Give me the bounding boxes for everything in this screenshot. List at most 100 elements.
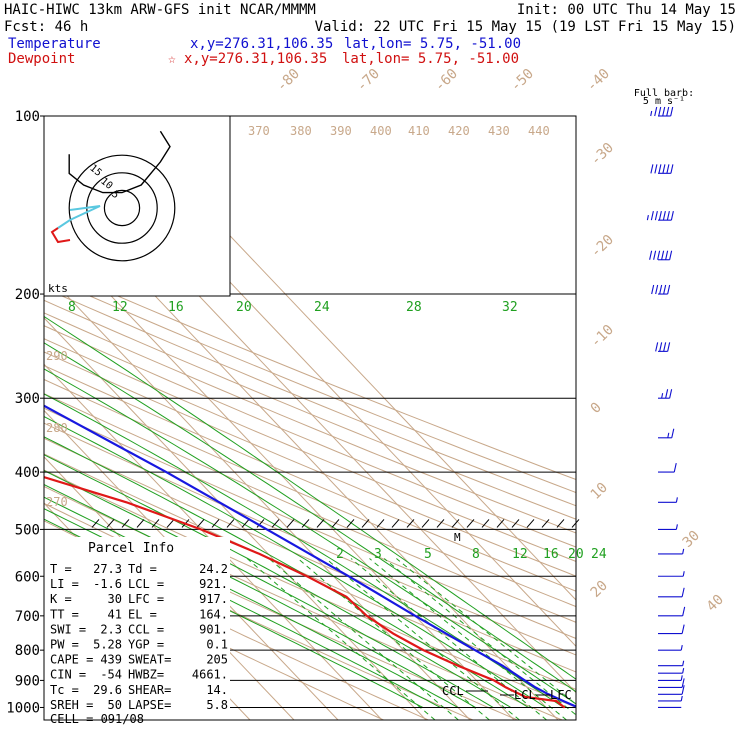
parcel-value: 14.	[206, 683, 228, 697]
parcel-value: 205	[206, 653, 228, 667]
pressure-tick-label: 900	[15, 673, 40, 689]
parcel-value: 439	[100, 653, 122, 667]
isotherm-label: -10	[588, 322, 617, 351]
dry-adiabat-line	[44, 287, 576, 507]
dry-adiabat-line	[44, 437, 576, 673]
wind-barb-half	[646, 215, 649, 221]
temperature-xy: x,y=276.31,106.35	[190, 36, 333, 52]
dewpoint-point	[493, 679, 495, 682]
dewpoint-xy: x,y=276.31,106.35	[184, 51, 327, 67]
pressure-tick-label: 300	[15, 391, 40, 407]
mixing-ratio-label: 3	[374, 547, 382, 562]
isotherm-label: 30	[680, 528, 703, 551]
hodograph-ring	[68, 154, 176, 262]
wind-barb-flag	[667, 284, 671, 295]
freezing-hatch	[541, 519, 550, 528]
dewpoint-point	[345, 596, 347, 598]
dry-adiabat-line	[44, 469, 576, 708]
freezing-hatch	[91, 519, 100, 528]
freezing-hatch	[106, 519, 115, 528]
dry-adiabat-line	[44, 351, 576, 577]
wind-barb-flag	[669, 250, 673, 260]
parcel-value: 41	[108, 607, 122, 621]
parcel-key: YGP =	[128, 638, 164, 652]
wind-barb-flag	[670, 164, 674, 174]
parcel-value: 164.	[199, 607, 228, 621]
freezing-hatch	[196, 519, 205, 528]
wind-barb-flag	[669, 389, 673, 399]
wind-barb-flag	[665, 250, 669, 260]
parcel-key: K =	[50, 592, 72, 606]
dewpoint-point	[126, 501, 128, 503]
parcel-value: 5.8	[206, 698, 228, 712]
lcl-label: LCL	[514, 688, 536, 702]
theta-label: 280	[46, 421, 68, 435]
freezing-hatch	[376, 519, 385, 528]
wind-barb-flag	[681, 685, 685, 695]
dewpoint-line	[44, 475, 566, 709]
wind-barb-half	[675, 524, 678, 530]
wind-barb-flag	[663, 284, 667, 295]
wind-barb-flag	[662, 164, 666, 174]
wind-barb-flag	[671, 428, 675, 438]
hodograph-ring-label: 5	[109, 189, 121, 201]
pressure-tick-label: 1000	[6, 700, 40, 716]
dry-adiabat-line	[44, 312, 576, 534]
hodograph-low-segment	[57, 205, 101, 229]
freezing-hatch	[151, 519, 160, 528]
parcel-key: TT =	[50, 607, 79, 621]
wind-barb-flag	[670, 211, 674, 221]
freezing-hatch	[286, 519, 295, 528]
wind-barb-flag	[659, 342, 663, 352]
parcel-key: LFC =	[128, 592, 164, 606]
wind-barb-half	[650, 110, 653, 117]
theta-label: 440	[528, 124, 550, 138]
wind-barb-half	[682, 571, 685, 577]
freezing-hatch	[451, 519, 460, 528]
dewpoint-point	[366, 615, 368, 617]
isotherm-label: -50	[508, 66, 537, 95]
parcel-value: -1.6	[93, 577, 122, 591]
isotherm-label: 0	[588, 400, 605, 417]
parcel-info-rows: T = 27.3 Td = 24.2 LI = -1.6 LCL = 921. K = 30 LFC…	[50, 562, 228, 712]
parcel-value: 4661.	[192, 668, 228, 682]
parcel-value: 27.3	[93, 562, 122, 576]
dry-adiabat-line	[44, 407, 576, 639]
plot-frame	[43, 115, 577, 721]
sounding-profiles	[44, 404, 576, 709]
parcel-info-title: Parcel Info	[88, 541, 174, 556]
dry-adiabat-line	[44, 393, 576, 623]
dewpoint-star-icon: ☆	[168, 52, 176, 67]
theta-label: 410	[408, 124, 430, 138]
header-fcst: Fcst: 46 h	[4, 19, 88, 35]
freezing-hatch	[406, 519, 415, 528]
hodograph-units: kts	[48, 282, 68, 295]
hodograph-sfc-segment	[50, 227, 71, 244]
theta-label: 370	[248, 124, 270, 138]
dewpoint-point	[422, 649, 425, 651]
wind-barb-flag	[662, 211, 666, 221]
theta-label: 270	[46, 495, 68, 509]
isotherm-label: -80	[274, 66, 303, 95]
parcel-key: LI =	[50, 577, 79, 591]
freezing-hatch	[496, 519, 505, 528]
temperature-label: Temperature	[8, 36, 101, 52]
isotherm-line	[44, 363, 383, 720]
theta-e-label: 32	[502, 300, 518, 315]
parcel-key: LAPSE=	[128, 698, 171, 712]
pressure-tick-label: 400	[15, 465, 40, 481]
theta-e-label: 20	[236, 300, 252, 315]
wind-barb-flag	[663, 342, 667, 352]
freezing-hatch	[136, 519, 145, 528]
lfc-label: LFC	[550, 688, 572, 702]
dewpoint-point	[258, 553, 261, 555]
theta-label: 430	[488, 124, 510, 138]
parcel-key: SWEAT=	[128, 653, 171, 667]
barb-key-line1: Full barb:	[634, 88, 694, 99]
pressure-tick-label: 600	[15, 569, 40, 585]
isotherm-label: 10	[588, 480, 611, 503]
dry-adiabat-line	[44, 378, 576, 608]
pressure-tick-label: 200	[15, 287, 40, 303]
wind-barb-half	[682, 660, 685, 666]
